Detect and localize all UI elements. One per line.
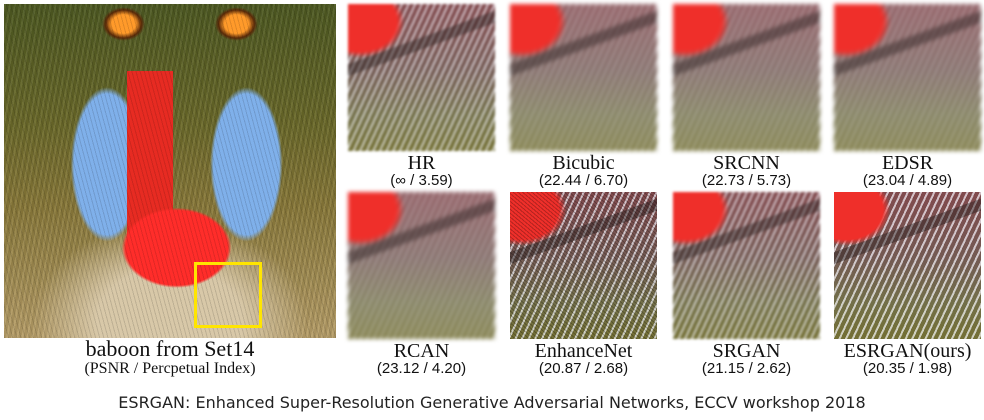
main-image-subtitle: (PSNR / Percpetual Index) [84, 360, 256, 377]
patch-score-esrgan: (20.35 / 1.98) [862, 360, 953, 377]
patch-label-enhancenet: EnhanceNet [534, 340, 633, 362]
patch-image-srgan [673, 192, 820, 339]
patch-label-esrgan: ESRGAN(ours) [843, 340, 972, 362]
patch-image-bicubic [510, 4, 657, 151]
patch-score-rcan: (23.12 / 4.20) [376, 360, 467, 377]
patch-label-hr: HR [407, 152, 436, 174]
main-image-title: baboon from Set14 [85, 336, 255, 361]
patch-label-srcnn: SRCNN [713, 152, 780, 174]
zoom-region-box [194, 262, 262, 328]
baboon-image [4, 4, 336, 338]
patch-score-enhancenet: (20.87 / 2.68) [538, 360, 629, 377]
figure-caption: ESRGAN: Enhanced Super-Resolution Genera… [118, 393, 866, 412]
patch-image-enhancenet [510, 192, 657, 339]
patch-score-bicubic: (22.44 / 6.70) [538, 172, 629, 189]
patch-image-rcan [348, 192, 495, 339]
patch-score-edsr: (23.04 / 4.89) [862, 172, 953, 189]
patch-image-edsr [834, 4, 981, 151]
patch-label-bicubic: Bicubic [552, 152, 615, 174]
patch-label-rcan: RCAN [393, 340, 450, 362]
patch-label-edsr: EDSR [881, 152, 934, 174]
patch-image-hr [348, 4, 495, 151]
patch-image-esrgan [834, 192, 981, 339]
patch-score-srcnn: (22.73 / 5.73) [701, 172, 792, 189]
patch-score-srgan: (21.15 / 2.62) [701, 360, 792, 377]
patch-score-hr: (∞ / 3.59) [390, 172, 453, 189]
patch-image-srcnn [673, 4, 820, 151]
patch-label-srgan: SRGAN [712, 340, 781, 362]
